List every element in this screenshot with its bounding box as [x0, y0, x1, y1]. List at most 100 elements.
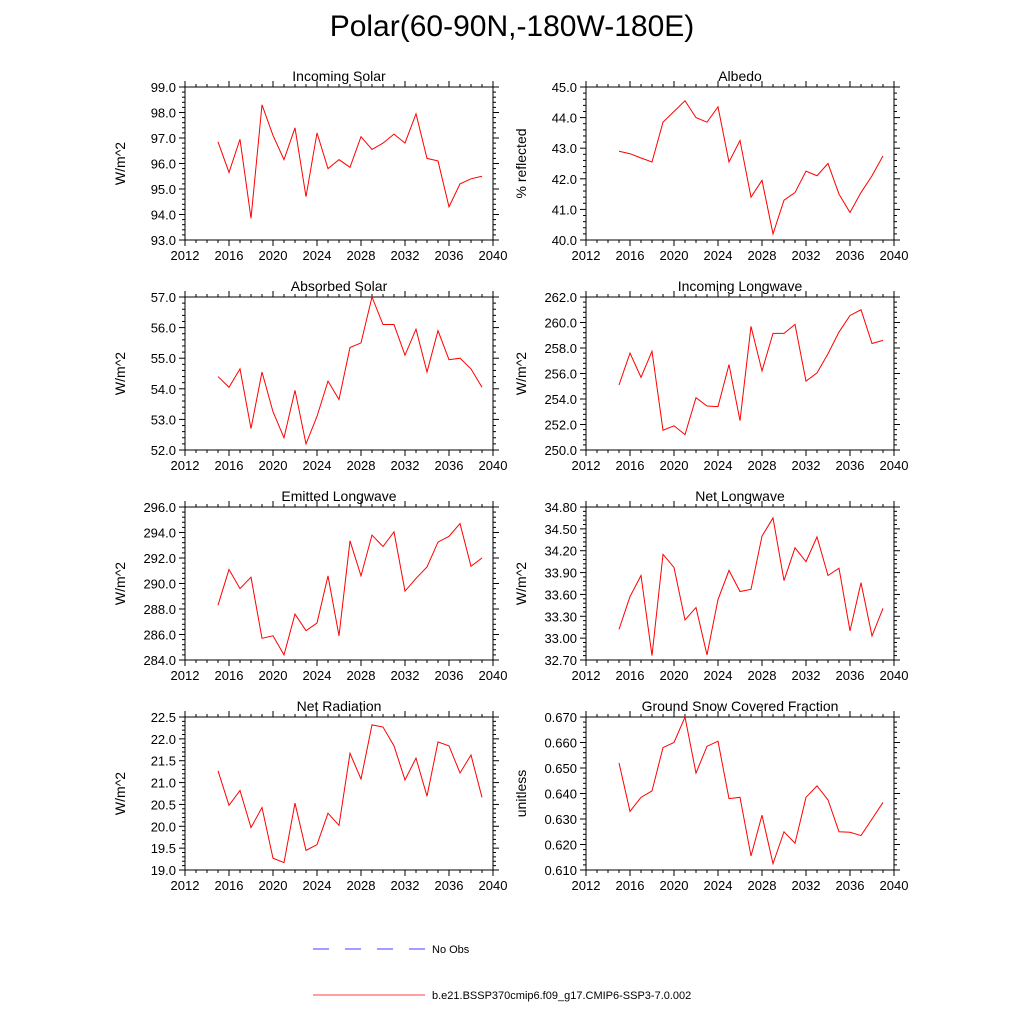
panel-7-ytick-label: 20.5 [151, 797, 176, 812]
panel-4-ytick-label: 262.0 [544, 290, 577, 305]
panel-4-xtick-label: 2032 [792, 458, 821, 473]
panel-1-ytick-label: 94.0 [151, 208, 176, 223]
panel-5-ytick-label: 284.0 [143, 653, 176, 668]
panel-6-ytick-label: 32.70 [544, 653, 577, 668]
panel-7: Net Radiation W/m^2 2012 2016 2020 2024 2028 20… [112, 698, 507, 893]
panel-1-xtick-label: 2024 [303, 248, 332, 263]
panel-8-series-line-1 [618, 715, 884, 866]
panel-2-xtick-label: 2040 [880, 248, 909, 263]
panel-5-xtick-label: 2040 [479, 668, 508, 683]
panel-5: Emitted Longwave W/m^2 2012 2016 2020 2024 202… [112, 488, 507, 683]
panel-2-xtick-label: 2024 [704, 248, 733, 263]
panel-3-xtick-label: 2020 [259, 458, 288, 473]
panel-6-series-line-1 [618, 516, 884, 656]
panel-8-xtick-label: 2012 [572, 878, 601, 893]
panel-4-ytick-label: 252.0 [544, 418, 577, 433]
panel-3-xtick-label: 2024 [303, 458, 332, 473]
panel-7-frame [184, 716, 494, 871]
panel-8-ylabel: unitless [513, 770, 529, 817]
panel-1-ytick-label: 95.0 [151, 182, 176, 197]
panel-5-ytick-label: 288.0 [143, 602, 176, 617]
panel-2-xtick-label: 2012 [572, 248, 601, 263]
panel-1-ytick-label: 96.0 [151, 157, 176, 172]
panel-1-ytick-label: 99.0 [151, 80, 176, 95]
panel-7-xtick-label: 2032 [391, 878, 420, 893]
panel-6-ylabel: W/m^2 [513, 562, 529, 605]
panel-6-ytick-label: 34.80 [544, 500, 577, 515]
panel-7-ytick-label: 21.5 [151, 754, 176, 769]
panel-2-frame [585, 86, 895, 241]
panel-5-xtick-label: 2036 [435, 668, 464, 683]
panel-6-ytick-label: 33.90 [544, 566, 577, 581]
panel-8-frame [585, 716, 895, 871]
panel-3-ytick-label: 54.0 [151, 382, 176, 397]
panel-8: Ground Snow Covered Fraction unitless 2012… [513, 698, 908, 893]
panel-6: Net Longwave W/m^2 2012 2016 2020 2024 2028 203… [513, 488, 908, 683]
panel-6-ytick-label: 33.00 [544, 631, 577, 646]
panel-3-xtick-label: 2012 [171, 458, 200, 473]
panel-8-xtick-label: 2036 [836, 878, 865, 893]
panel-6-ytick-label: 33.30 [544, 609, 577, 624]
panel-3-xtick-label: 2028 [347, 458, 376, 473]
panel-8-xtick-label: 2020 [660, 878, 689, 893]
panel-6-xtick-label: 2032 [792, 668, 821, 683]
panel-7-ytick-label: 20.0 [151, 819, 176, 834]
panel-6-frame [585, 506, 895, 661]
panel-3-xtick-label: 2040 [479, 458, 508, 473]
panel-8-xtick-label: 2040 [880, 878, 909, 893]
panel-1: Incoming Solar W/m^2 2012 2016 2020 2024 2028 2… [112, 68, 507, 263]
panel-2-ytick-label: 40.0 [552, 233, 577, 248]
panel-1-title: Incoming Solar [292, 68, 386, 84]
panel-4-ylabel: W/m^2 [513, 352, 529, 395]
panel-7-xtick-label: 2012 [171, 878, 200, 893]
panel-5-ytick-label: 294.0 [143, 526, 176, 541]
panel-1-series-line-1 [217, 104, 483, 219]
panel-2-title: Albedo [718, 68, 762, 84]
panel-3-ytick-label: 55.0 [151, 351, 176, 366]
panel-4-xtick-label: 2040 [880, 458, 909, 473]
panel-1-xtick-label: 2032 [391, 248, 420, 263]
panel-2: Albedo % reflected 2012 2016 2020 2024 2028 203… [513, 68, 908, 263]
panel-7-xtick-label: 2024 [303, 878, 332, 893]
panel-8-xtick-label: 2028 [748, 878, 777, 893]
panel-2-xtick-label: 2016 [616, 248, 645, 263]
panel-2-series-line-1 [618, 99, 884, 236]
panel-4-frame [585, 296, 895, 451]
panel-1-ylabel: W/m^2 [112, 142, 128, 185]
panel-7-ytick-label: 19.0 [151, 863, 176, 878]
panel-3-ylabel: W/m^2 [112, 352, 128, 395]
panel-7-xtick-label: 2020 [259, 878, 288, 893]
panel-2-xtick-label: 2028 [748, 248, 777, 263]
panel-4-xtick-label: 2016 [616, 458, 645, 473]
panel-5-xtick-label: 2020 [259, 668, 288, 683]
panel-4-ytick-label: 250.0 [544, 443, 577, 458]
panel-5-xtick-label: 2016 [215, 668, 244, 683]
panel-6-ytick-label: 33.60 [544, 587, 577, 602]
panel-6-xtick-label: 2036 [836, 668, 865, 683]
panel-8-ytick-label: 0.660 [544, 736, 577, 751]
panel-4-series-line-1 [618, 309, 884, 436]
panel-7-series-line-1 [217, 724, 483, 864]
panel-4-xtick-label: 2036 [836, 458, 865, 473]
panel-5-title: Emitted Longwave [281, 488, 396, 504]
panel-4: Incoming Longwave W/m^2 2012 2016 2020 2024 20… [513, 278, 908, 473]
panel-3-xtick-label: 2036 [435, 458, 464, 473]
panel-3-ytick-label: 53.0 [151, 412, 176, 427]
panel-8-title: Ground Snow Covered Fraction [642, 698, 839, 714]
panel-8-ytick-label: 0.650 [544, 761, 577, 776]
panel-8-ytick-label: 0.630 [544, 812, 577, 827]
panel-2-ytick-label: 43.0 [552, 141, 577, 156]
panel-5-ytick-label: 296.0 [143, 500, 176, 515]
panel-4-ytick-label: 256.0 [544, 367, 577, 382]
panel-3-title: Absorbed Solar [291, 278, 388, 294]
panel-7-xtick-label: 2016 [215, 878, 244, 893]
panel-3-xtick-label: 2032 [391, 458, 420, 473]
panel-3-ytick-label: 56.0 [151, 321, 176, 336]
panel-4-title: Incoming Longwave [678, 278, 803, 294]
panel-1-xtick-label: 2036 [435, 248, 464, 263]
panel-5-series-line-1 [217, 522, 483, 657]
panel-4-xtick-label: 2024 [704, 458, 733, 473]
panel-7-ytick-label: 22.5 [151, 710, 176, 725]
panel-7-xtick-label: 2028 [347, 878, 376, 893]
